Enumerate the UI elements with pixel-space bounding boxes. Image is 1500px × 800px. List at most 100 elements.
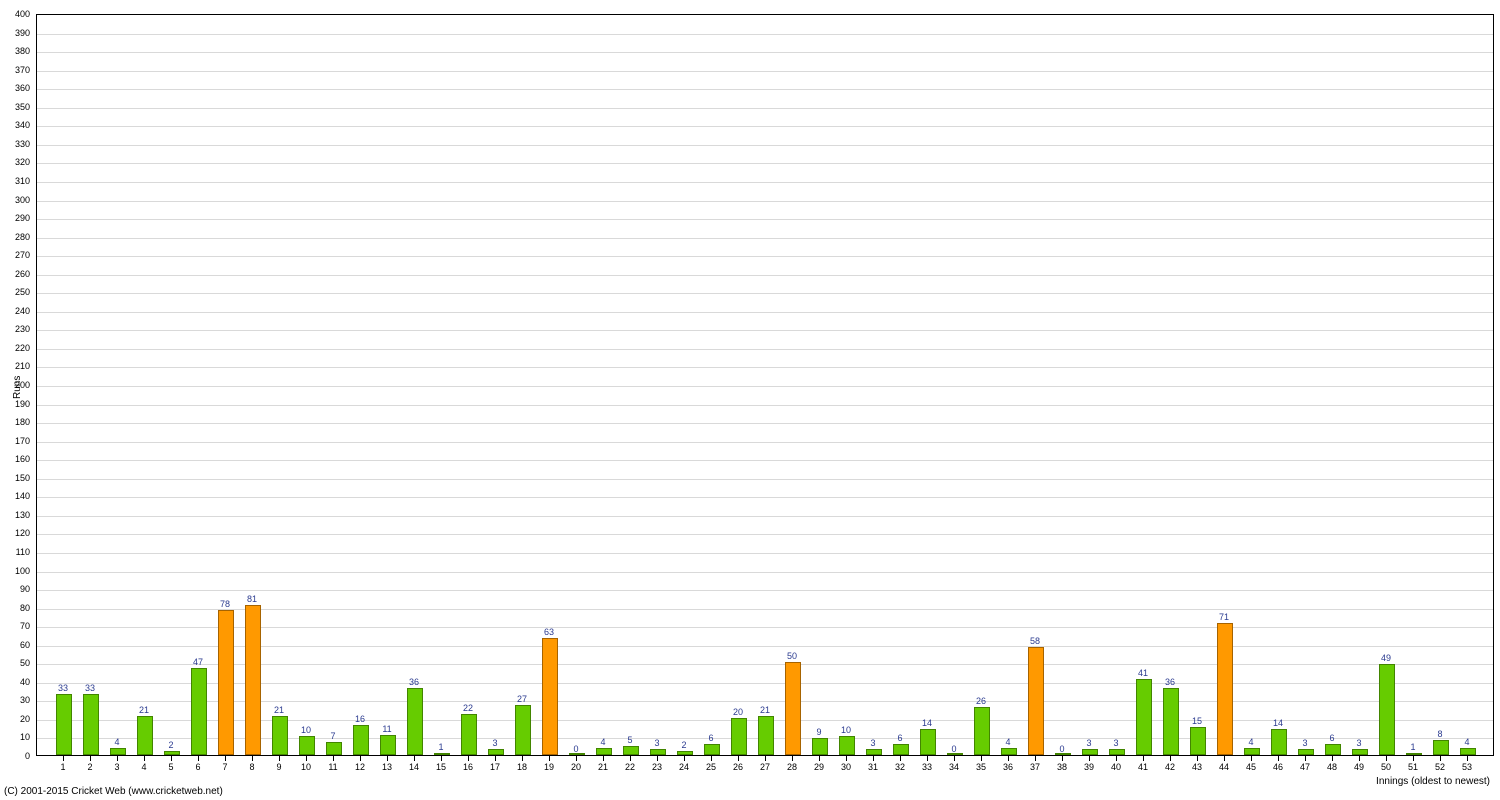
x-tick-label: 44 — [1219, 762, 1229, 772]
x-tick-mark — [468, 756, 469, 761]
bar-value-label: 3 — [1113, 738, 1118, 748]
x-tick-label: 52 — [1435, 762, 1445, 772]
x-tick-label: 4 — [141, 762, 146, 772]
bar — [191, 668, 207, 755]
x-tick-label: 33 — [922, 762, 932, 772]
x-tick-mark — [144, 756, 145, 761]
bar-value-label: 71 — [1219, 612, 1229, 622]
bar-value-label: 4 — [1005, 737, 1010, 747]
gridline — [37, 460, 1493, 461]
x-tick-label: 17 — [490, 762, 500, 772]
bar — [866, 749, 882, 755]
x-tick-label: 1 — [60, 762, 65, 772]
bar — [812, 738, 828, 755]
bar-value-label: 58 — [1030, 636, 1040, 646]
x-tick-label: 26 — [733, 762, 743, 772]
x-tick-label: 50 — [1381, 762, 1391, 772]
y-tick-label: 200 — [0, 380, 30, 390]
x-tick-mark — [1359, 756, 1360, 761]
x-tick-label: 19 — [544, 762, 554, 772]
x-tick-mark — [576, 756, 577, 761]
bar — [299, 736, 315, 755]
y-tick-label: 180 — [0, 417, 30, 427]
gridline — [37, 367, 1493, 368]
bar-value-label: 7 — [330, 731, 335, 741]
x-tick-label: 23 — [652, 762, 662, 772]
x-tick-mark — [171, 756, 172, 761]
bar-value-label: 20 — [733, 707, 743, 717]
y-tick-label: 90 — [0, 584, 30, 594]
y-tick-label: 130 — [0, 510, 30, 520]
bar-value-label: 8 — [1437, 729, 1442, 739]
bar — [326, 742, 342, 755]
bar-value-label: 6 — [708, 733, 713, 743]
x-tick-label: 36 — [1003, 762, 1013, 772]
bar — [461, 714, 477, 755]
bar-value-label: 5 — [627, 735, 632, 745]
bar-value-label: 4 — [1248, 737, 1253, 747]
x-tick-label: 34 — [949, 762, 959, 772]
y-tick-label: 240 — [0, 306, 30, 316]
x-tick-label: 20 — [571, 762, 581, 772]
y-tick-label: 70 — [0, 621, 30, 631]
x-tick-mark — [333, 756, 334, 761]
gridline — [37, 182, 1493, 183]
bar — [596, 748, 612, 755]
bar-value-label: 16 — [355, 714, 365, 724]
bar-value-label: 11 — [382, 724, 391, 734]
x-tick-mark — [1170, 756, 1171, 761]
y-tick-label: 140 — [0, 491, 30, 501]
x-tick-label: 41 — [1138, 762, 1148, 772]
bar — [83, 694, 99, 755]
x-tick-label: 25 — [706, 762, 716, 772]
x-tick-mark — [630, 756, 631, 761]
y-tick-label: 170 — [0, 436, 30, 446]
x-tick-label: 18 — [517, 762, 527, 772]
x-tick-mark — [1251, 756, 1252, 761]
x-tick-label: 47 — [1300, 762, 1310, 772]
x-tick-label: 28 — [787, 762, 797, 772]
bar — [1325, 744, 1341, 755]
x-tick-mark — [1089, 756, 1090, 761]
x-tick-mark — [738, 756, 739, 761]
bar-value-label: 47 — [193, 657, 203, 667]
x-tick-mark — [900, 756, 901, 761]
x-tick-mark — [1332, 756, 1333, 761]
bar-value-label: 6 — [897, 733, 902, 743]
bar-value-label: 21 — [274, 705, 284, 715]
x-tick-label: 31 — [868, 762, 878, 772]
y-tick-label: 370 — [0, 65, 30, 75]
x-tick-mark — [927, 756, 928, 761]
y-tick-label: 230 — [0, 324, 30, 334]
bar-value-label: 4 — [1464, 737, 1469, 747]
x-tick-label: 53 — [1462, 762, 1472, 772]
gridline — [37, 386, 1493, 387]
bar — [893, 744, 909, 755]
bar — [785, 662, 801, 755]
bar-value-label: 50 — [787, 651, 797, 661]
bar-value-label: 41 — [1138, 668, 1148, 678]
gridline — [37, 163, 1493, 164]
x-tick-mark — [1008, 756, 1009, 761]
gridline — [37, 516, 1493, 517]
bar — [1109, 749, 1125, 755]
bar-value-label: 26 — [976, 696, 986, 706]
y-tick-label: 150 — [0, 473, 30, 483]
x-tick-label: 2 — [87, 762, 92, 772]
gridline — [37, 312, 1493, 313]
x-tick-label: 22 — [625, 762, 635, 772]
x-tick-label: 45 — [1246, 762, 1256, 772]
x-tick-label: 21 — [598, 762, 608, 772]
bar — [1433, 740, 1449, 755]
y-tick-label: 300 — [0, 195, 30, 205]
y-tick-label: 110 — [0, 547, 30, 557]
bar — [515, 705, 531, 755]
x-tick-label: 32 — [895, 762, 905, 772]
x-tick-mark — [495, 756, 496, 761]
bar — [137, 716, 153, 755]
x-tick-label: 6 — [195, 762, 200, 772]
bar — [731, 718, 747, 755]
bar — [164, 751, 180, 755]
bar-value-label: 4 — [600, 737, 605, 747]
y-tick-label: 310 — [0, 176, 30, 186]
